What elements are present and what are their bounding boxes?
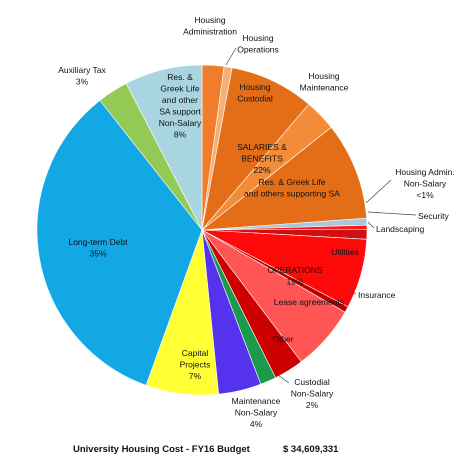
label-landscaping: Landscaping bbox=[376, 224, 424, 234]
label-housing-custodial: Housing Custodial bbox=[237, 82, 273, 104]
label-auxiliary-tax: Auxiliary Tax 3% bbox=[58, 65, 106, 87]
slice-res-greek-life-and-other-sa-support-non-salary bbox=[125, 64, 203, 231]
chart-title: University Housing Cost - FY16 Budget bbox=[73, 444, 250, 455]
leader-security bbox=[367, 211, 417, 216]
label-lease-agreements: Lease agreements bbox=[274, 297, 344, 307]
slice-housing-custodial bbox=[201, 67, 310, 232]
label-res-greek-nonsalary: Res. & Greek Life and other SA support Non-S… bbox=[159, 72, 202, 140]
leader-lines bbox=[225, 47, 417, 384]
label-housing-operations: Housing Operations bbox=[237, 33, 279, 55]
label-housing-maintenance: Housing Maintenance bbox=[300, 71, 349, 93]
slice-res-greek-life-and-others-supporting-sa bbox=[201, 126, 367, 231]
label-custodial-nonsalary: Custodial Non-Salary 2% bbox=[291, 377, 334, 410]
label-salaries-benefits: SALARIES & BENEFITS 22% bbox=[237, 142, 287, 175]
budget-total: $ 34,609,331 bbox=[283, 444, 339, 455]
label-long-term-debt: Long-term Debt 35% bbox=[68, 237, 128, 259]
label-operations: OPERATIONS 19% bbox=[267, 265, 322, 287]
label-capital-projects: Capital Projects 7% bbox=[180, 348, 211, 381]
label-security: Security bbox=[418, 211, 449, 221]
pie-slices bbox=[36, 64, 368, 396]
leader-housing-admin-nonsalary bbox=[365, 179, 392, 204]
label-housing-admin-nonsalary: Housing Admin. Non-Salary <1% bbox=[395, 167, 455, 200]
slice-long-term-debt bbox=[36, 99, 203, 386]
label-utilities: Utilities bbox=[331, 247, 358, 257]
leader-custodial-nonsalary bbox=[277, 374, 290, 384]
label-res-greek-salary: Res. & Greek Life and others supporting S… bbox=[244, 177, 340, 199]
leader-landscaping bbox=[367, 221, 375, 229]
label-housing-administration: Housing Administration bbox=[183, 15, 237, 37]
label-maintenance-nonsalary: Maintenance Non-Salary 4% bbox=[232, 396, 281, 429]
leader-insurance bbox=[349, 289, 357, 295]
label-insurance: Insurance bbox=[358, 290, 396, 300]
leader-housing-operations bbox=[225, 47, 237, 66]
label-other: Other bbox=[272, 334, 293, 344]
